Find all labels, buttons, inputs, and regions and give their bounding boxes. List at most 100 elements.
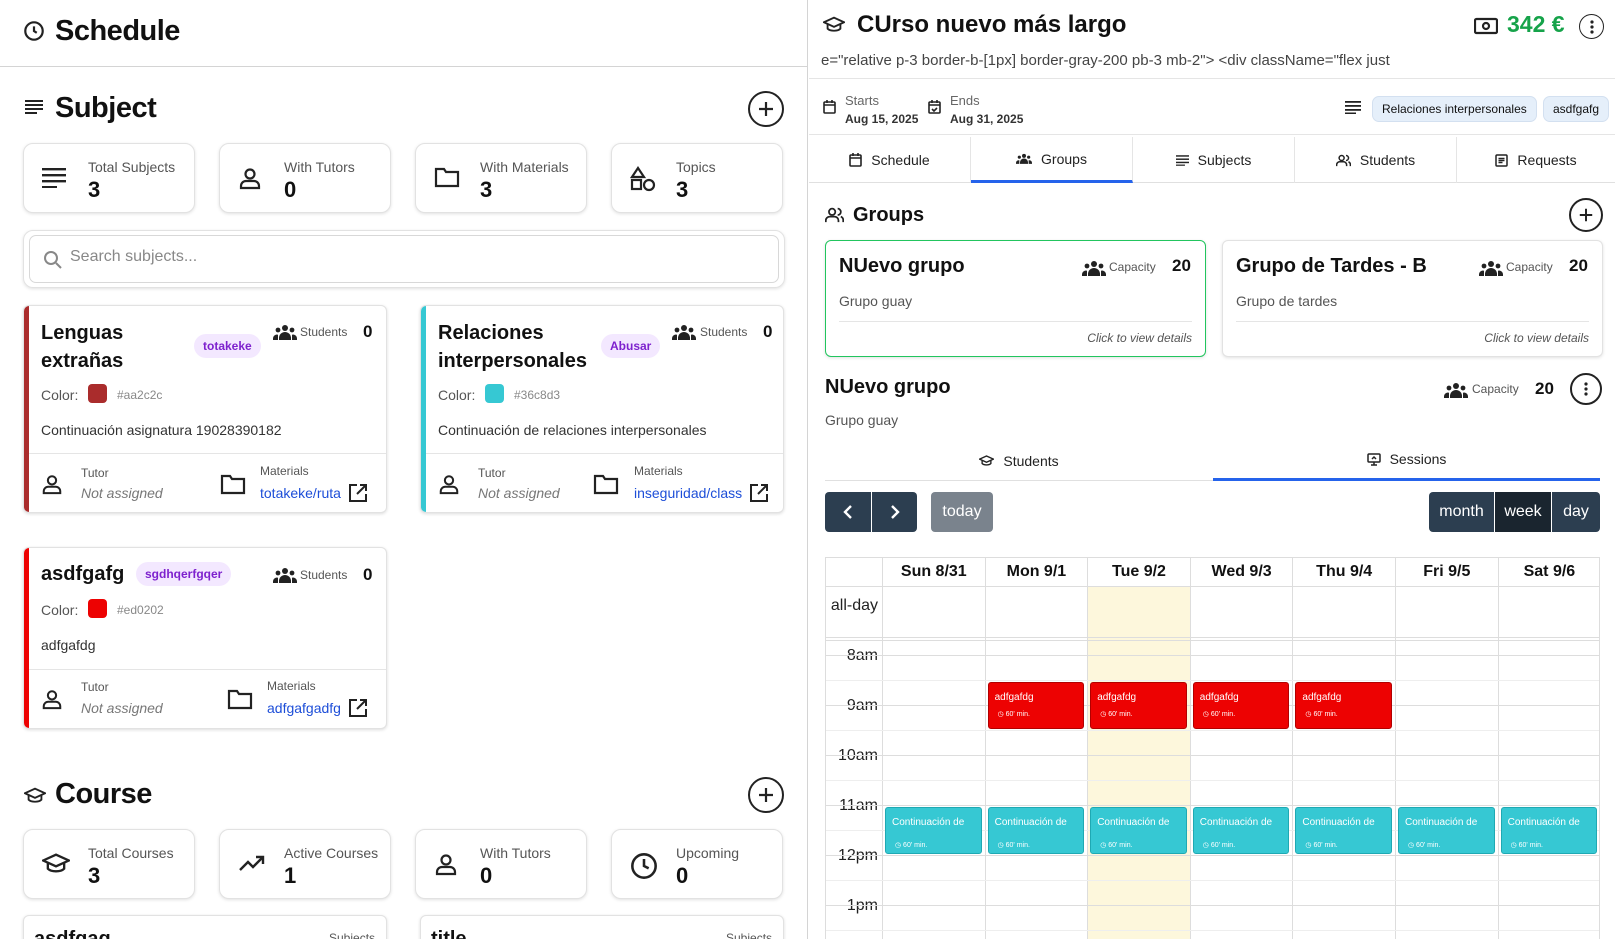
subject-description: adfgafdg: [41, 637, 96, 653]
tab-subjects[interactable]: Subjects: [1133, 137, 1295, 183]
event-duration: ◷ 60' min.: [997, 841, 1030, 849]
calendar-event[interactable]: adfgafdg ◷ 60' min.: [1090, 681, 1187, 729]
color-hex: #aa2c2c: [117, 388, 163, 402]
stat-label: With Tutors: [480, 845, 551, 861]
tab-requests[interactable]: Requests: [1457, 137, 1615, 183]
users-outline-icon: [1335, 154, 1351, 166]
course-tabs: Schedule Groups Subjects Students Reques…: [809, 137, 1615, 183]
stat-value: 3: [88, 177, 101, 202]
day-header: Sun 8/31: [883, 558, 986, 587]
external-link-icon[interactable]: [348, 698, 368, 718]
materials-link[interactable]: inseguridad/class: [634, 485, 743, 501]
group-card[interactable]: NUevo grupo Capacity 20 Grupo guay Click…: [825, 240, 1206, 357]
folder-icon: [220, 473, 246, 495]
users-icon: [273, 324, 297, 340]
more-options-button[interactable]: [1579, 14, 1604, 39]
folder-icon: [227, 688, 253, 710]
grid-row-line: [826, 655, 1599, 656]
day-header: Mon 9/1: [985, 558, 1089, 587]
group-card[interactable]: Grupo de Tardes - B Capacity 20 Grupo de…: [1222, 240, 1603, 357]
prev-button[interactable]: [825, 492, 871, 532]
capacity-label: Capacity: [1506, 260, 1553, 274]
event-duration: ◷ 60' min.: [1408, 841, 1441, 849]
subject-card[interactable]: Lenguas extrañas totakeke Students 0 Colo…: [23, 305, 387, 513]
color-hex: #36c8d3: [514, 388, 561, 402]
grid-row-line: [826, 637, 1599, 638]
materials-label: Materials: [634, 464, 683, 478]
students-label: Students: [300, 568, 348, 582]
month-view-button[interactable]: month: [1429, 492, 1494, 532]
event-title: Continuación de: [1302, 816, 1375, 828]
subtab-students[interactable]: Students: [825, 440, 1213, 481]
calendar-event[interactable]: Continuación de ◷ 60' min.: [987, 806, 1085, 854]
materials-link[interactable]: adfgafgadfg: [267, 700, 341, 716]
calendar-event[interactable]: Continuación de ◷ 60' min.: [1192, 806, 1290, 854]
search-field: [29, 235, 779, 283]
subject-name-line: interpersonales: [438, 350, 587, 372]
color-label: Color:: [41, 602, 79, 618]
calendar-event[interactable]: Continuación de ◷ 60' min.: [1500, 806, 1598, 854]
clock-icon: [630, 852, 658, 880]
external-link-icon[interactable]: [749, 483, 769, 503]
add-group-button[interactable]: [1569, 198, 1603, 232]
course-price: 342 €: [1507, 11, 1565, 37]
stat-label: With Tutors: [284, 159, 355, 175]
external-link-icon[interactable]: [348, 483, 368, 503]
materials-label: Materials: [260, 464, 309, 478]
calendar-corner: [826, 558, 883, 587]
course-dates-row: Starts Aug 15, 2025 Ends Aug 31, 2025 Re…: [809, 78, 1615, 135]
groups-title: Groups: [853, 204, 925, 226]
subtab-label: Sessions: [1389, 451, 1447, 467]
starts-value: Aug 15, 2025: [845, 112, 919, 126]
grid-row-line: [826, 730, 1599, 731]
presentation-icon: [1366, 452, 1381, 466]
day-header: Wed 9/3: [1190, 558, 1294, 587]
course-title: CUrso nuevo más largo: [857, 11, 1127, 38]
subject-card[interactable]: asdfgafg sgdhqerfgqer Students 0 Color: …: [23, 547, 387, 729]
tab-groups[interactable]: Groups: [971, 137, 1133, 183]
course-card[interactable]: title Subjects: [420, 915, 784, 939]
calendar-event[interactable]: adfgafdg ◷ 60' min.: [1295, 681, 1392, 729]
tab-schedule[interactable]: Schedule: [809, 137, 971, 183]
event-duration: ◷ 60' min.: [1305, 841, 1338, 849]
day-view-button[interactable]: day: [1552, 492, 1600, 532]
calendar-event[interactable]: Continuación de ◷ 60' min.: [1090, 806, 1187, 854]
stat-total-courses: Total Courses 3: [23, 829, 195, 899]
calendar-event[interactable]: adfgafdg ◷ 60' min.: [1192, 681, 1290, 729]
group-options-button[interactable]: [1570, 373, 1602, 405]
course-card[interactable]: asdfgag Subjects: [23, 915, 387, 939]
calendar-event[interactable]: Continuación de ◷ 60' min.: [1295, 806, 1392, 854]
selected-group-name: NUevo grupo: [825, 376, 951, 398]
today-button[interactable]: today: [931, 492, 993, 532]
next-button[interactable]: [872, 492, 917, 532]
tutor-label: Tutor: [81, 680, 109, 694]
add-subject-button[interactable]: [748, 91, 784, 127]
add-course-button[interactable]: [748, 777, 784, 813]
tab-label: Subjects: [1197, 152, 1252, 168]
divider: [426, 453, 783, 454]
divider: [839, 321, 1192, 322]
search-input[interactable]: [70, 248, 720, 266]
stat-value: 3: [676, 177, 689, 202]
calendar-event[interactable]: Continuación de ◷ 60' min.: [885, 806, 982, 854]
day-header: Fri 9/5: [1396, 558, 1499, 587]
subject-card[interactable]: Relaciones interpersonales Abusar Student…: [420, 305, 784, 513]
grid-column-line: [1292, 587, 1294, 939]
capacity-value: 20: [1569, 256, 1588, 275]
event-title: adfgafdg: [1302, 691, 1342, 703]
students-count: 0: [363, 565, 373, 584]
tutor-value: Not assigned: [81, 485, 163, 501]
capacity-label: Capacity: [1109, 260, 1156, 274]
stat-label: With Materials: [480, 159, 569, 175]
tab-students[interactable]: Students: [1295, 137, 1457, 183]
materials-link[interactable]: totakeke/ruta: [260, 485, 341, 501]
event-title: Continuación de: [994, 816, 1067, 828]
users-icon: [273, 567, 297, 583]
subtab-sessions[interactable]: Sessions: [1213, 440, 1600, 481]
students-label: Students: [700, 325, 748, 339]
calendar-event[interactable]: adfgafdg ◷ 60' min.: [987, 681, 1085, 729]
event-duration: ◷ 60' min.: [1100, 841, 1133, 849]
week-view-button[interactable]: week: [1495, 492, 1551, 532]
event-title: Continuación de: [1507, 816, 1580, 828]
calendar-event[interactable]: Continuación de ◷ 60' min.: [1398, 806, 1495, 854]
